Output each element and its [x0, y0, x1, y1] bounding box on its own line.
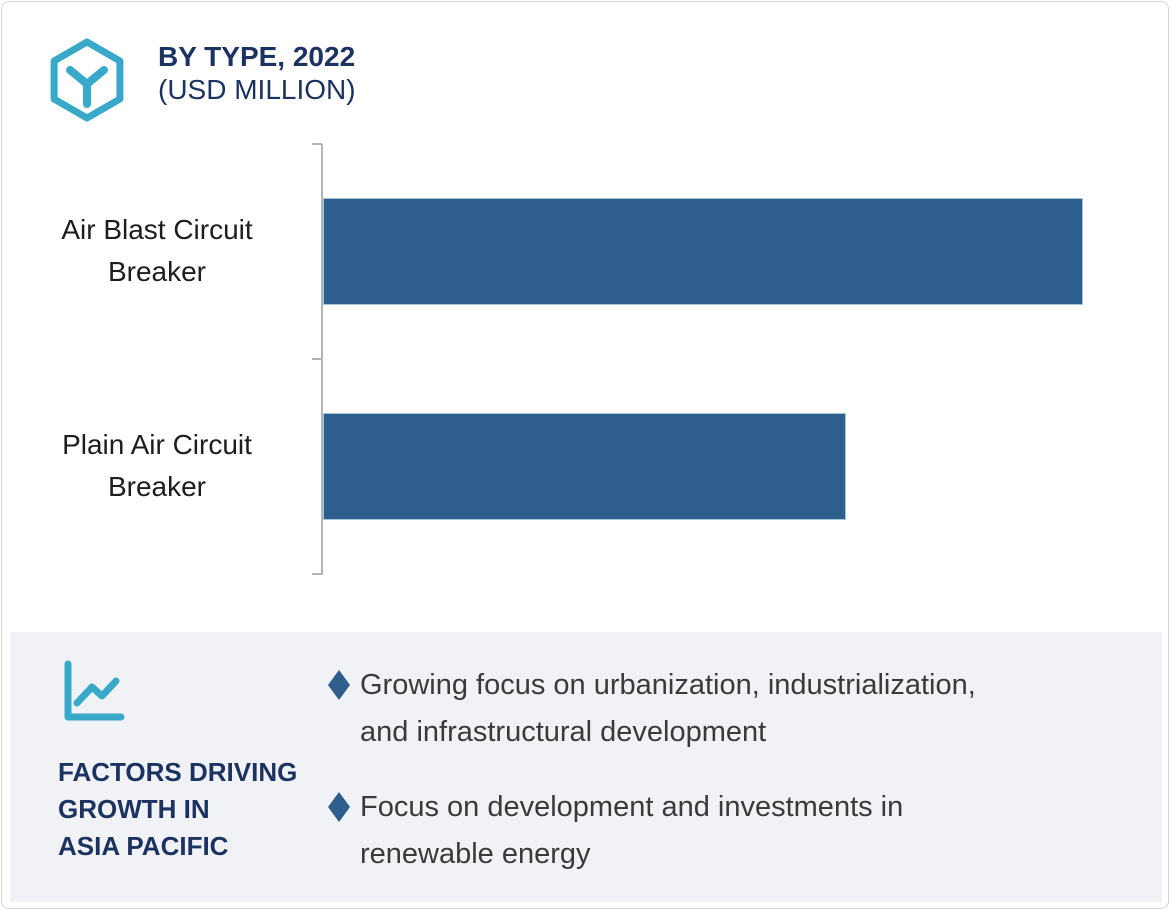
category-label: Plain Air Circuit Breaker: [12, 424, 302, 508]
diamond-bullet-icon: [328, 670, 350, 700]
bullet-text-line: Focus on development and investments in: [360, 791, 904, 823]
factors-heading: FACTORS DRIVING GROWTH IN ASIA PACIFIC: [58, 754, 297, 865]
category-label-line: Air Blast Circuit: [61, 214, 253, 245]
bullet-text-line: Growing focus on urbanization, industria…: [360, 669, 976, 701]
axis-tick: [312, 358, 322, 360]
category-label-line: Breaker: [107, 471, 207, 502]
diamond-bullet-icon: [328, 792, 350, 822]
bullet-item: Growing focus on urbanization, industria…: [328, 662, 976, 756]
factors-heading-line: GROWTH IN: [58, 794, 210, 824]
bullet-text-line: renewable energy: [360, 838, 591, 870]
category-label-line: Plain Air Circuit: [62, 429, 252, 460]
bullet-text-line: and infrastructural development: [360, 716, 767, 748]
category-label: Air Blast Circuit Breaker: [12, 209, 302, 293]
page-subtitle: (USD MILLION): [158, 74, 356, 105]
factors-heading-line: FACTORS DRIVING: [58, 757, 298, 787]
page-title: BY TYPE, 2022: [158, 41, 356, 72]
axis-tick: [312, 143, 322, 145]
factors-panel: FACTORS DRIVING GROWTH IN ASIA PACIFIC G…: [10, 632, 1162, 902]
plot-area: [323, 144, 1083, 575]
line-chart-icon: [64, 660, 125, 721]
bullet-text: Focus on development and investments in …: [360, 784, 903, 878]
factors-heading-line: ASIA PACIFIC: [58, 831, 229, 861]
bar-air-blast-circuit-breaker: [323, 198, 1083, 305]
bullet-text: Growing focus on urbanization, industria…: [360, 662, 976, 756]
hexagon-y-icon: [50, 38, 124, 122]
chart-title-block: BY TYPE, 2022 (USD MILLION): [158, 40, 356, 106]
y-axis-line: [321, 144, 323, 575]
bullet-item: Focus on development and investments in …: [328, 784, 903, 878]
category-label-line: Breaker: [107, 256, 207, 287]
bar-plain-air-circuit-breaker: [323, 413, 846, 520]
axis-tick: [312, 573, 322, 575]
